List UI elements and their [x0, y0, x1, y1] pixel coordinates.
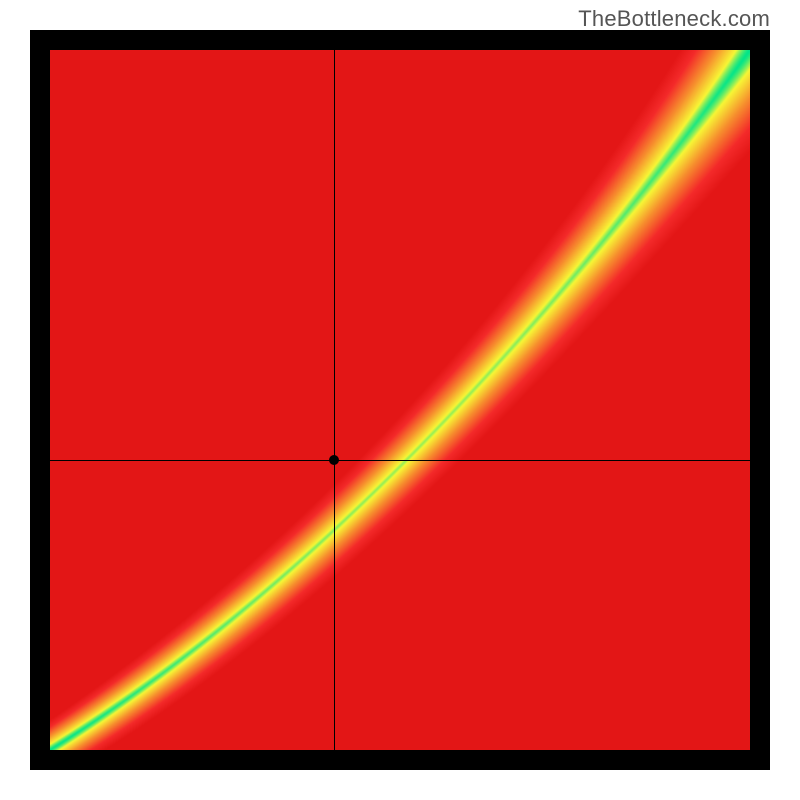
heatmap-canvas: [50, 50, 750, 750]
crosshair-horizontal: [50, 460, 750, 461]
plot-frame: [30, 30, 770, 770]
plot-area: [50, 50, 750, 750]
crosshair-vertical: [334, 50, 335, 750]
watermark-text: TheBottleneck.com: [578, 6, 770, 32]
crosshair-marker: [329, 455, 339, 465]
